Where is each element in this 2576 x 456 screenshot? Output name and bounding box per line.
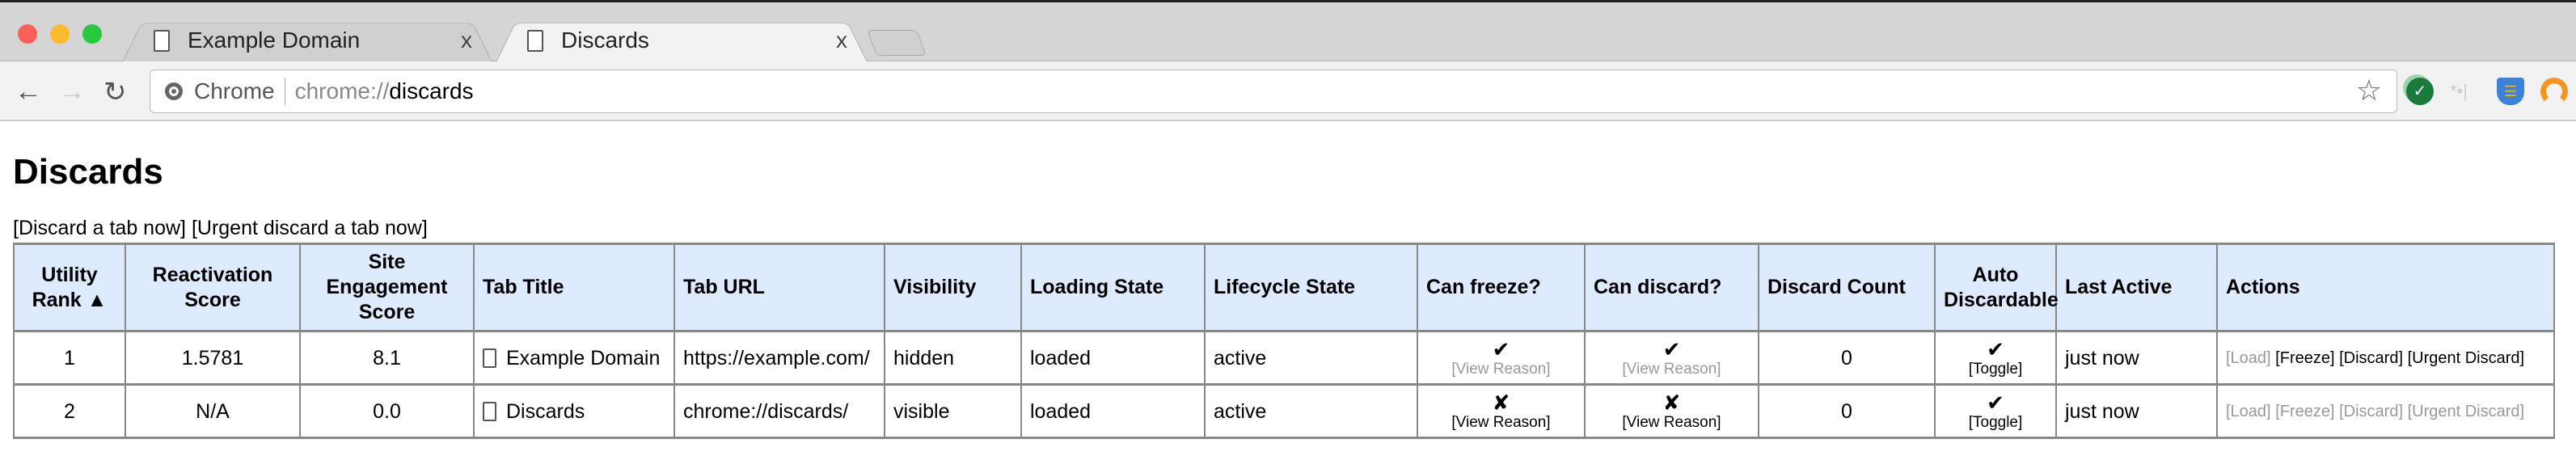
tab-title: Example Domain [506, 346, 661, 369]
can-discard-cell: ✘ [View Reason] [1584, 383, 1759, 439]
maximize-window-button[interactable] [82, 24, 102, 44]
urgent-discard-link[interactable]: [Urgent Discard] [2407, 348, 2525, 367]
column-header-auto-discardable[interactable]: Auto Discardable [1934, 243, 2059, 332]
lifecycle-state: active [1204, 383, 1418, 439]
chrome-icon [165, 82, 183, 100]
cross-icon: ✘ [1492, 390, 1510, 415]
bookmark-star-icon[interactable]: ☆ [2355, 74, 2382, 107]
freeze-link[interactable]: [Freeze] [2275, 402, 2335, 420]
new-tab-button[interactable] [867, 30, 927, 56]
loading-state: loaded [1020, 383, 1206, 439]
page-icon [527, 29, 543, 52]
view-reason-link[interactable]: [View Reason] [1451, 413, 1551, 431]
discard-count: 0 [1758, 330, 1936, 386]
visibility: visible [884, 383, 1022, 439]
column-header-reactivation-score[interactable]: Reactivation Score [125, 243, 301, 332]
column-header-visibility[interactable]: Visibility [884, 243, 1022, 332]
loading-state: loaded [1020, 330, 1206, 386]
site-engagement-score: 0.0 [299, 383, 475, 439]
can-freeze-cell: ✘ [View Reason] [1417, 383, 1586, 439]
urgent-discard-tab-now-link[interactable]: [Urgent discard a tab now] [191, 217, 428, 239]
load-link[interactable]: [Load] [2226, 402, 2271, 420]
column-header-utility-rank[interactable]: Utility Rank ▲ [13, 243, 126, 332]
column-header-last-active[interactable]: Last Active [2055, 243, 2218, 332]
actions-cell: [Load] [Freeze] [Discard] [Urgent Discar… [2216, 330, 2555, 386]
reload-icon[interactable]: ↻ [103, 77, 127, 108]
check-icon: ✔ [1492, 336, 1510, 361]
table-row: 2 N/A 0.0 Discards chrome://discards/ vi… [13, 383, 2555, 439]
tab-example-domain[interactable]: Example Domain x [121, 17, 493, 64]
check-icon: ✔ [1662, 336, 1681, 361]
tab-title: Discards [561, 27, 649, 53]
close-tab-icon[interactable]: x [836, 27, 847, 53]
shield-extension-icon[interactable]: ☰ [2497, 78, 2524, 105]
utility-rank: 2 [13, 383, 126, 439]
back-icon[interactable]: ← [15, 76, 42, 107]
tab-url: https://example.com/ [674, 330, 885, 386]
vpn-extension-icon[interactable] [2540, 78, 2568, 105]
cross-icon: ✘ [1662, 390, 1681, 415]
table-row: 1 1.5781 8.1 Example Domain https://exam… [13, 330, 2555, 386]
close-tab-icon[interactable]: x [461, 27, 472, 53]
urgent-discard-link[interactable]: [Urgent Discard] [2407, 402, 2525, 420]
discard-link[interactable]: [Discard] [2339, 402, 2403, 420]
forward-icon[interactable]: → [58, 76, 86, 107]
tab-title: Discards [506, 399, 585, 423]
last-active: just now [2055, 383, 2218, 439]
tab-url: chrome://discards/ [674, 383, 885, 439]
discard-count: 0 [1758, 383, 1936, 439]
column-header-tab-url[interactable]: Tab URL [674, 243, 885, 332]
freeze-link[interactable]: [Freeze] [2275, 348, 2335, 367]
reactivation-score: 1.5781 [125, 330, 301, 386]
discard-tab-now-link[interactable]: [Discard a tab now] [13, 217, 186, 239]
auto-discardable-cell: ✔ [Toggle] [1934, 383, 2057, 439]
toolbar: ← → ↻ Chrome chrome://discards ☆ ✓ *•| ☰ [0, 61, 2576, 121]
check-extension-icon[interactable]: ✓ [2406, 78, 2434, 105]
discard-link[interactable]: [Discard] [2339, 348, 2403, 367]
utility-rank: 1 [13, 330, 126, 386]
view-reason-link[interactable]: [View Reason] [1622, 413, 1721, 431]
column-header-lifecycle-state[interactable]: Lifecycle State [1204, 243, 1418, 332]
load-link[interactable]: [Load] [2226, 348, 2271, 367]
discards-table: Utility Rank ▲ Reactivation Score Site E… [13, 243, 2555, 439]
column-header-loading-state[interactable]: Loading State [1020, 243, 1206, 332]
close-window-button[interactable] [18, 24, 37, 44]
tab-title-cell: Example Domain [473, 330, 675, 386]
page-icon [483, 401, 496, 421]
toggle-link[interactable]: [Toggle] [1968, 360, 2023, 378]
address-bar[interactable]: Chrome chrome://discards ☆ [150, 70, 2397, 113]
actions-cell: [Load] [Freeze] [Discard] [Urgent Discar… [2216, 383, 2555, 439]
toggle-link[interactable]: [Toggle] [1968, 413, 2023, 431]
column-header-tab-title[interactable]: Tab Title [473, 243, 675, 332]
check-icon: ✔ [1987, 390, 2004, 415]
can-freeze-cell: ✔ [View Reason] [1417, 330, 1586, 386]
reactivation-score: N/A [125, 383, 301, 439]
site-engagement-score: 8.1 [299, 330, 475, 386]
page-icon [483, 348, 496, 368]
check-icon: ✔ [1987, 336, 2004, 361]
view-reason-link[interactable]: [View Reason] [1622, 360, 1721, 378]
url-host: discards [389, 78, 474, 103]
column-header-can-discard[interactable]: Can discard? [1584, 243, 1759, 332]
omnibox-chip: Chrome [194, 78, 275, 103]
password-extension-icon[interactable]: *•| [2450, 81, 2468, 101]
column-header-site-engagement[interactable]: Site Engagement Score [299, 243, 475, 332]
page-title: Discards [13, 152, 163, 192]
last-active: just now [2055, 330, 2218, 386]
auto-discardable-cell: ✔ [Toggle] [1934, 330, 2057, 386]
can-discard-cell: ✔ [View Reason] [1584, 330, 1759, 386]
tab-discards[interactable]: Discards x [495, 17, 868, 64]
page-icon [154, 29, 170, 52]
tab-title-cell: Discards [473, 383, 675, 439]
column-header-discard-count[interactable]: Discard Count [1758, 243, 1936, 332]
url-scheme: chrome:// [294, 78, 390, 103]
visibility: hidden [884, 330, 1022, 386]
column-header-actions: Actions [2216, 243, 2555, 332]
lifecycle-state: active [1204, 330, 1418, 386]
column-header-can-freeze[interactable]: Can freeze? [1417, 243, 1586, 332]
view-reason-link[interactable]: [View Reason] [1451, 360, 1551, 378]
tab-title: Example Domain [188, 27, 361, 53]
tab-strip: Example Domain x Discards x [0, 0, 2576, 64]
minimize-window-button[interactable] [50, 24, 70, 44]
